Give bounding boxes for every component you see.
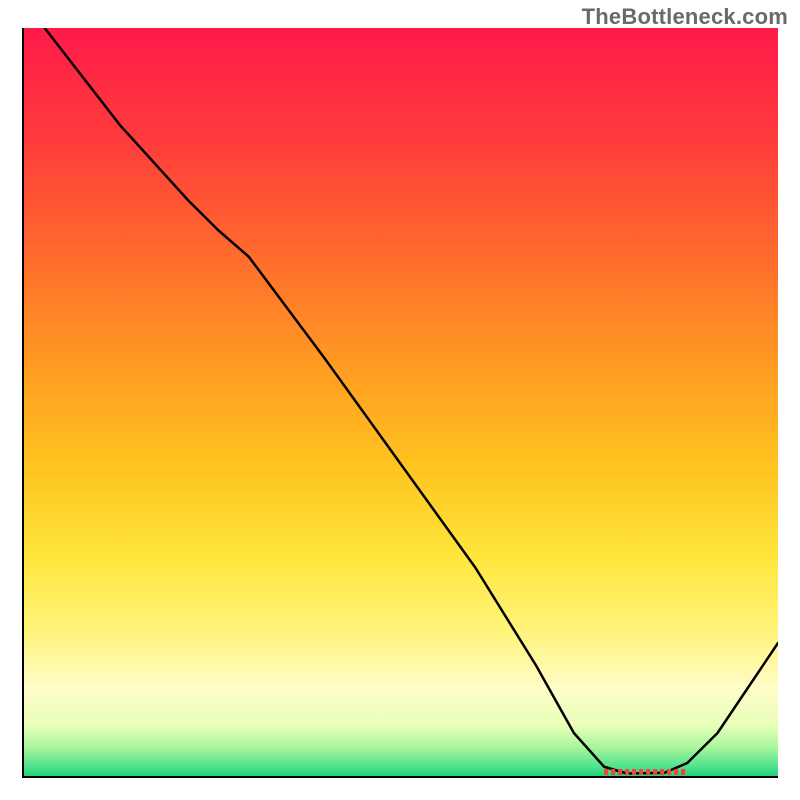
chart-container: TheBottleneck.com bbox=[0, 0, 800, 800]
chart-svg bbox=[22, 28, 778, 778]
watermark-text: TheBottleneck.com bbox=[582, 4, 788, 30]
plot-area bbox=[22, 28, 778, 778]
